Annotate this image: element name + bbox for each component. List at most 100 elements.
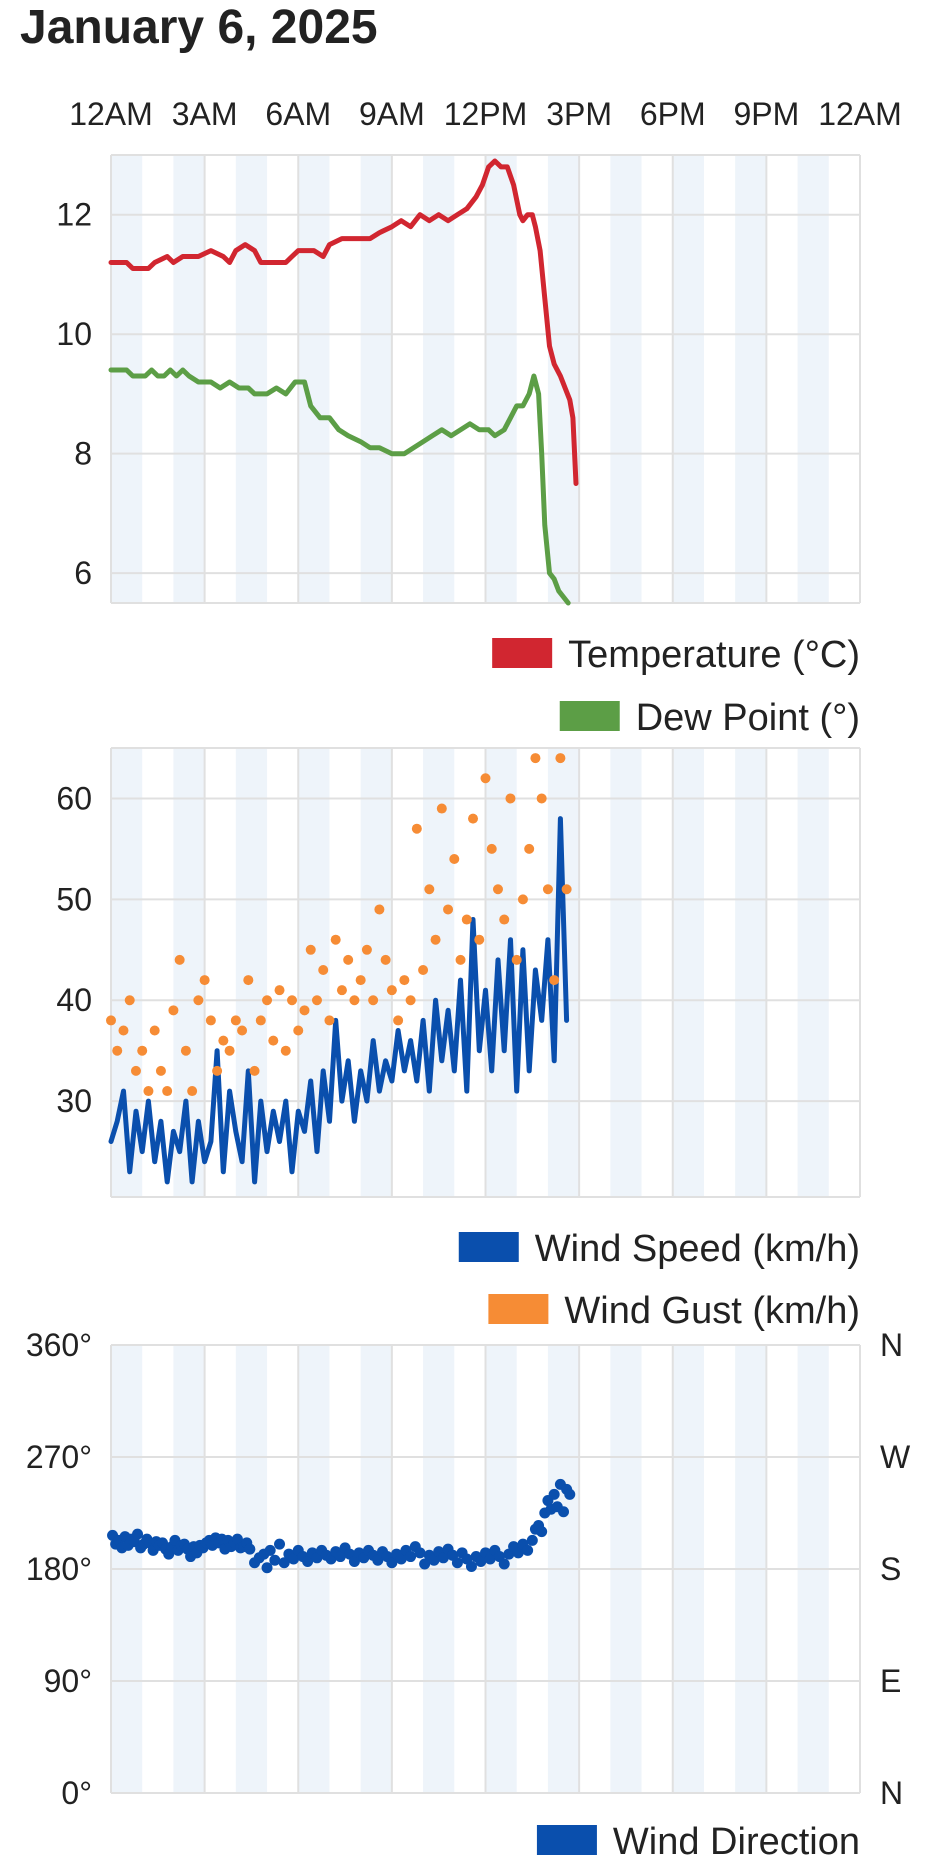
wind-direction-point [244, 1543, 256, 1555]
dew-point-line [108, 367, 571, 606]
wind-gust-point [149, 1025, 160, 1036]
legend-label: Temperature (°C) [568, 634, 860, 676]
wind-direction-point [348, 1556, 360, 1568]
wind-direction-point [405, 1551, 417, 1563]
wind-direction-point [526, 1534, 538, 1546]
wind-gust-point [449, 853, 460, 864]
hour-band [360, 748, 392, 1197]
wind-gust-point [536, 793, 547, 804]
wind-gust-point [268, 1035, 279, 1046]
y-tick-label: 360° [26, 1327, 92, 1363]
wind-gust-point [499, 914, 510, 925]
y-tick-label: 12 [56, 197, 92, 233]
wind-direction-point [372, 1554, 384, 1566]
hour-band [485, 155, 517, 603]
wind-gust-point [561, 884, 572, 895]
wind-direction-point [437, 1552, 449, 1564]
wind-gust-point [187, 1086, 198, 1097]
wind-gust-point [468, 813, 479, 824]
wind-gust-point [137, 1045, 148, 1056]
wind-direction-point [512, 1547, 524, 1559]
wind-gust-point [230, 1015, 241, 1026]
wind-gust-point [224, 1045, 235, 1056]
wind-gust-point [299, 1005, 310, 1016]
wind-gust-point [205, 1015, 216, 1026]
wind-gust-point [124, 995, 135, 1006]
hour-band [360, 155, 392, 603]
wind-gust-point [349, 995, 360, 1006]
legend-swatch [458, 1232, 519, 1262]
time-axis-label: 6PM [640, 96, 706, 132]
wind-gust-point [112, 1045, 123, 1056]
hour-band [797, 155, 829, 603]
wind-gust-point [505, 793, 516, 804]
wind-gust-point [443, 904, 454, 915]
wind-gust-point [424, 884, 435, 895]
wind-direction-point [564, 1488, 576, 1500]
wind-gust-point [530, 753, 541, 764]
wind-direction-point [302, 1556, 314, 1568]
wind-gust-point [199, 975, 210, 986]
page-title: January 6, 2025 [20, 1, 378, 54]
wind-gust-point [262, 995, 273, 1006]
hour-band [735, 748, 767, 1197]
wind-gust-point [393, 1015, 404, 1026]
y-tick-label: 90° [44, 1663, 92, 1699]
y2-tick-label: N [880, 1327, 903, 1363]
hour-band [235, 155, 268, 603]
wind-gust-point [524, 843, 535, 854]
chart-3: 0° N 90° E 180° S 270° W 360° N Wind Direction [26, 1327, 911, 1863]
y-tick-label: 50 [56, 881, 92, 917]
y-tick-label: 270° [26, 1439, 92, 1475]
hour-band [797, 748, 829, 1197]
y-tick-label: 30 [56, 1083, 92, 1119]
wind-speed-line [108, 816, 570, 1185]
wind-gust-point [343, 954, 354, 965]
y2-tick-label: E [880, 1663, 901, 1699]
legend-swatch [488, 1294, 549, 1324]
wind-gust-point [143, 1086, 154, 1097]
wind-direction-point [274, 1538, 286, 1550]
hour-band [672, 155, 704, 603]
wind-direction-point [395, 1553, 407, 1565]
wind-gust-point [374, 904, 385, 915]
wind-gust-point [511, 954, 522, 965]
legend-label: Dew Point (°) [636, 697, 860, 739]
wind-gust-point [180, 1045, 191, 1056]
wind-gust-point [305, 944, 316, 955]
time-axis-label: 12AM [818, 96, 902, 132]
time-axis-label: 3AM [172, 96, 238, 132]
wind-direction-point [451, 1557, 463, 1569]
legend-swatch [492, 638, 553, 668]
wind-direction-point [261, 1562, 273, 1574]
wind-gust-point [486, 843, 497, 854]
wind-gust-point [361, 944, 372, 955]
wind-direction-point [548, 1488, 560, 1500]
wind-gust-point [106, 1015, 116, 1026]
y-tick-label: 60 [56, 780, 92, 816]
wind-gust-point [549, 975, 560, 986]
wind-gust-point [218, 1035, 229, 1046]
wind-gust-point [405, 995, 416, 1006]
wind-gust-point [368, 995, 379, 1006]
wind-direction-point [465, 1561, 477, 1573]
wind-direction-point [334, 1551, 346, 1563]
wind-gust-point [461, 914, 472, 925]
wind-gust-point [399, 975, 410, 986]
hour-band [298, 155, 330, 603]
wind-gust-point [249, 1065, 260, 1076]
wind-direction-point [498, 1558, 510, 1570]
hour-band [423, 155, 455, 603]
y2-tick-label: N [880, 1775, 903, 1811]
hour-band [610, 155, 642, 603]
chart-2: 30 40 50 60 Wind Speed (km/h) Wind Gust (km/h… [56, 747, 861, 1332]
wind-direction-point [231, 1533, 243, 1545]
wind-direction-point [419, 1558, 431, 1570]
legend-label: Wind Gust (km/h) [564, 1290, 860, 1332]
wind-gust-point [436, 803, 447, 814]
wind-gust-point [293, 1025, 304, 1036]
wind-gust-point [193, 995, 204, 1006]
legend-swatch [536, 1825, 597, 1855]
wind-direction-point [264, 1544, 276, 1556]
wind-gust-point [355, 975, 366, 986]
